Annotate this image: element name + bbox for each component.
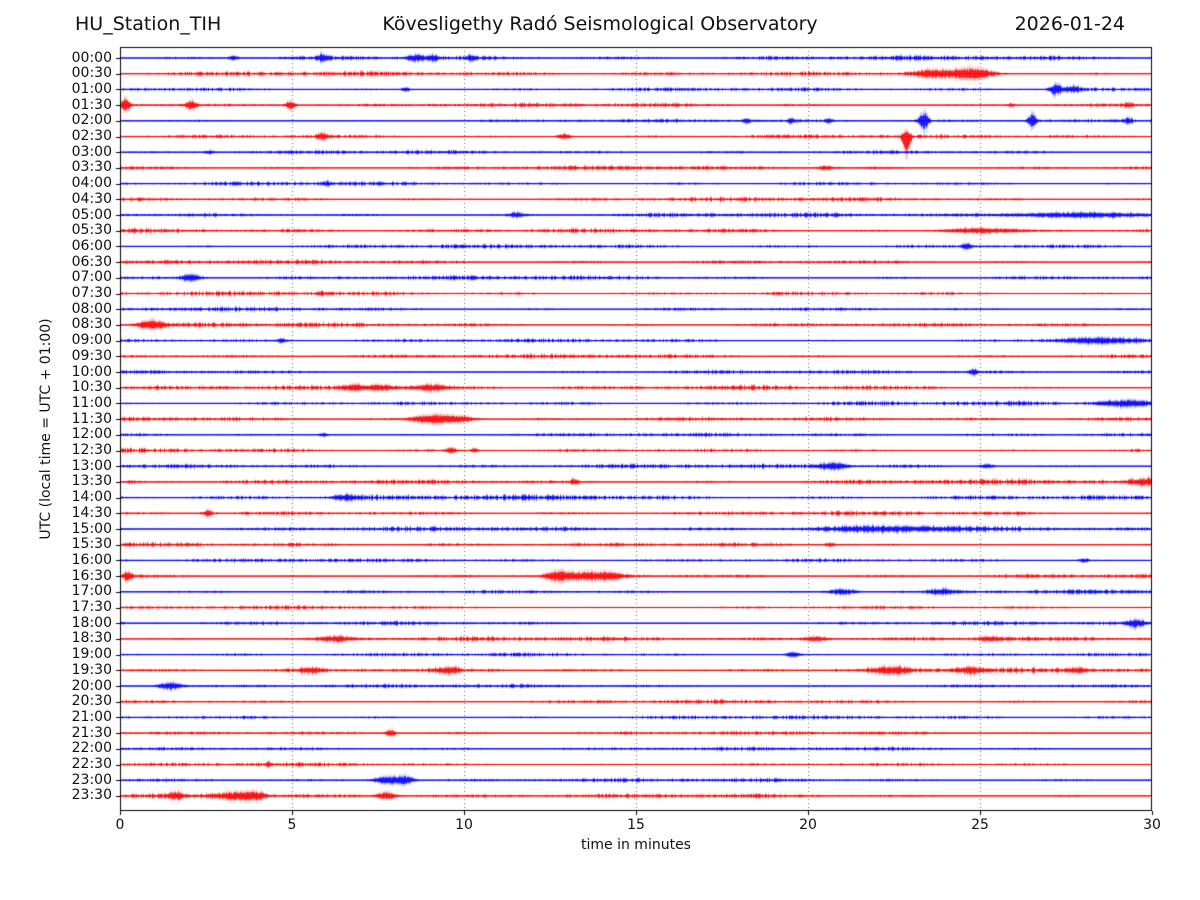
y-tick-label: 16:00 (71, 551, 112, 568)
y-tick-label: 14:00 (71, 489, 112, 506)
y-tick-label: 20:00 (71, 677, 112, 694)
y-axis-label: UTC (local time = UTC + 01:00) (38, 318, 54, 540)
y-tick-label: 06:30 (71, 253, 112, 270)
y-tick-label: 04:30 (71, 190, 112, 207)
date-title: 2026-01-24 (1014, 13, 1125, 35)
y-tick-label: 15:30 (71, 536, 112, 553)
y-tick-label: 18:30 (71, 630, 112, 647)
y-tick-label: 11:30 (71, 410, 112, 427)
y-tick-label: 22:00 (71, 740, 112, 757)
station-title: HU_Station_TIH (75, 13, 222, 35)
y-tick-label: 13:30 (71, 473, 112, 490)
y-tick-label: 04:00 (71, 175, 112, 192)
y-tick-label: 16:30 (71, 567, 112, 584)
x-tick-label: 10 (455, 817, 473, 833)
x-tick-label: 25 (971, 817, 989, 833)
y-tick-label: 12:00 (71, 426, 112, 443)
y-tick-label: 02:30 (71, 128, 112, 144)
figure-title-row: HU_Station_TIH Kövesligethy Radó Seismol… (75, 13, 1125, 37)
x-tick-label: 15 (627, 817, 645, 833)
y-tick-label: 21:30 (71, 724, 112, 741)
y-tick-label: 00:30 (71, 65, 112, 82)
y-tick-label: 21:00 (71, 708, 112, 725)
y-tick-label: 07:00 (71, 269, 112, 286)
y-tick-label: 10:30 (71, 379, 112, 396)
y-tick-label: 17:00 (71, 583, 112, 600)
y-tick-label: 20:30 (71, 693, 112, 710)
y-tick-label: 01:00 (71, 80, 112, 97)
x-tick-label: 0 (115, 817, 125, 833)
x-tick-label: 20 (799, 817, 817, 833)
y-tick-label: 10:00 (71, 363, 112, 380)
y-tick-label: 23:30 (71, 787, 112, 804)
y-tick-label: 18:00 (71, 614, 112, 631)
y-tick-label: 02:00 (71, 112, 112, 129)
observatory-title: Kövesligethy Radó Seismological Observat… (382, 13, 818, 35)
y-tick-label: 13:00 (71, 457, 112, 474)
y-tick-label: 00:00 (71, 49, 112, 66)
y-tick-label: 14:30 (71, 504, 112, 521)
y-tick-label: 23:00 (71, 771, 112, 788)
y-tick-label: 03:30 (71, 159, 112, 176)
y-tick-label: 12:30 (71, 442, 112, 458)
y-tick-label: 19:00 (71, 646, 112, 663)
x-tick-label: 30 (1143, 817, 1161, 833)
y-tick-label: 07:30 (71, 285, 112, 301)
y-tick-label: 09:00 (71, 332, 112, 349)
y-tick-label: 08:00 (71, 300, 112, 317)
y-tick-label: 09:30 (71, 347, 112, 364)
y-tick-label: 01:30 (71, 96, 112, 113)
y-tick-label: 22:30 (71, 756, 112, 772)
y-tick-label: 08:30 (71, 316, 112, 333)
y-tick-label: 03:00 (71, 143, 112, 160)
x-tick-label: 5 (287, 817, 297, 833)
y-tick-label: 05:30 (71, 222, 112, 239)
x-axis-label: time in minutes (581, 837, 691, 853)
y-tick-label: 19:30 (71, 661, 112, 678)
y-tick-label: 06:00 (71, 237, 112, 254)
y-tick-label: 17:30 (71, 599, 112, 615)
y-tick-label: 11:00 (71, 394, 112, 411)
y-tick-label: 15:00 (71, 520, 112, 537)
y-tick-label: 05:00 (71, 206, 112, 223)
